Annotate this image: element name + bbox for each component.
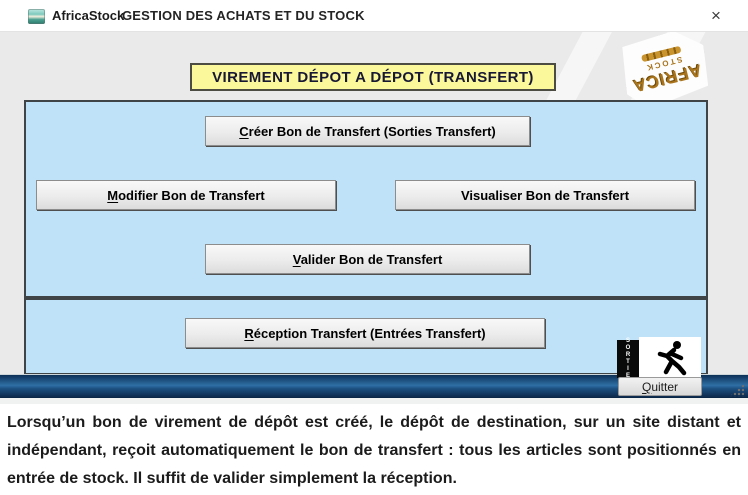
valider-bon-transfert-button[interactable]: Valider Bon de Transfert bbox=[205, 244, 530, 274]
exit-sortie-strip: SORTIE bbox=[617, 338, 639, 380]
window-body: VIREMENT DÉPOT A DÉPOT (TRANSFERT) AFRIC… bbox=[0, 32, 748, 398]
reception-transfert-button[interactable]: Réception Transfert (Entrées Transfert) bbox=[185, 318, 545, 348]
window-bottom-edge bbox=[0, 398, 748, 404]
titlebar: AfricaStock GESTION DES ACHATS ET DU STO… bbox=[0, 0, 748, 32]
page-title-banner: VIREMENT DÉPOT A DÉPOT (TRANSFERT) bbox=[190, 63, 556, 91]
quitter-button[interactable]: Quitter bbox=[618, 377, 702, 396]
modifier-bon-transfert-button[interactable]: Modifier Bon de Transfert bbox=[36, 180, 336, 210]
visualiser-bon-transfert-button[interactable]: Visualiser Bon de Transfert bbox=[395, 180, 695, 210]
app-logo-icon bbox=[28, 9, 45, 24]
app-name: AfricaStock bbox=[52, 8, 125, 23]
caption-text: Lorsqu’un bon de virement de dépôt est c… bbox=[0, 404, 748, 495]
creer-bon-transfert-button[interactable]: Créer Bon de Transfert (Sorties Transfer… bbox=[205, 116, 530, 146]
close-icon[interactable]: × bbox=[711, 6, 721, 25]
exit-running-man-icon[interactable] bbox=[639, 337, 701, 378]
window-title: GESTION DES ACHATS ET DU STOCK bbox=[122, 8, 365, 23]
